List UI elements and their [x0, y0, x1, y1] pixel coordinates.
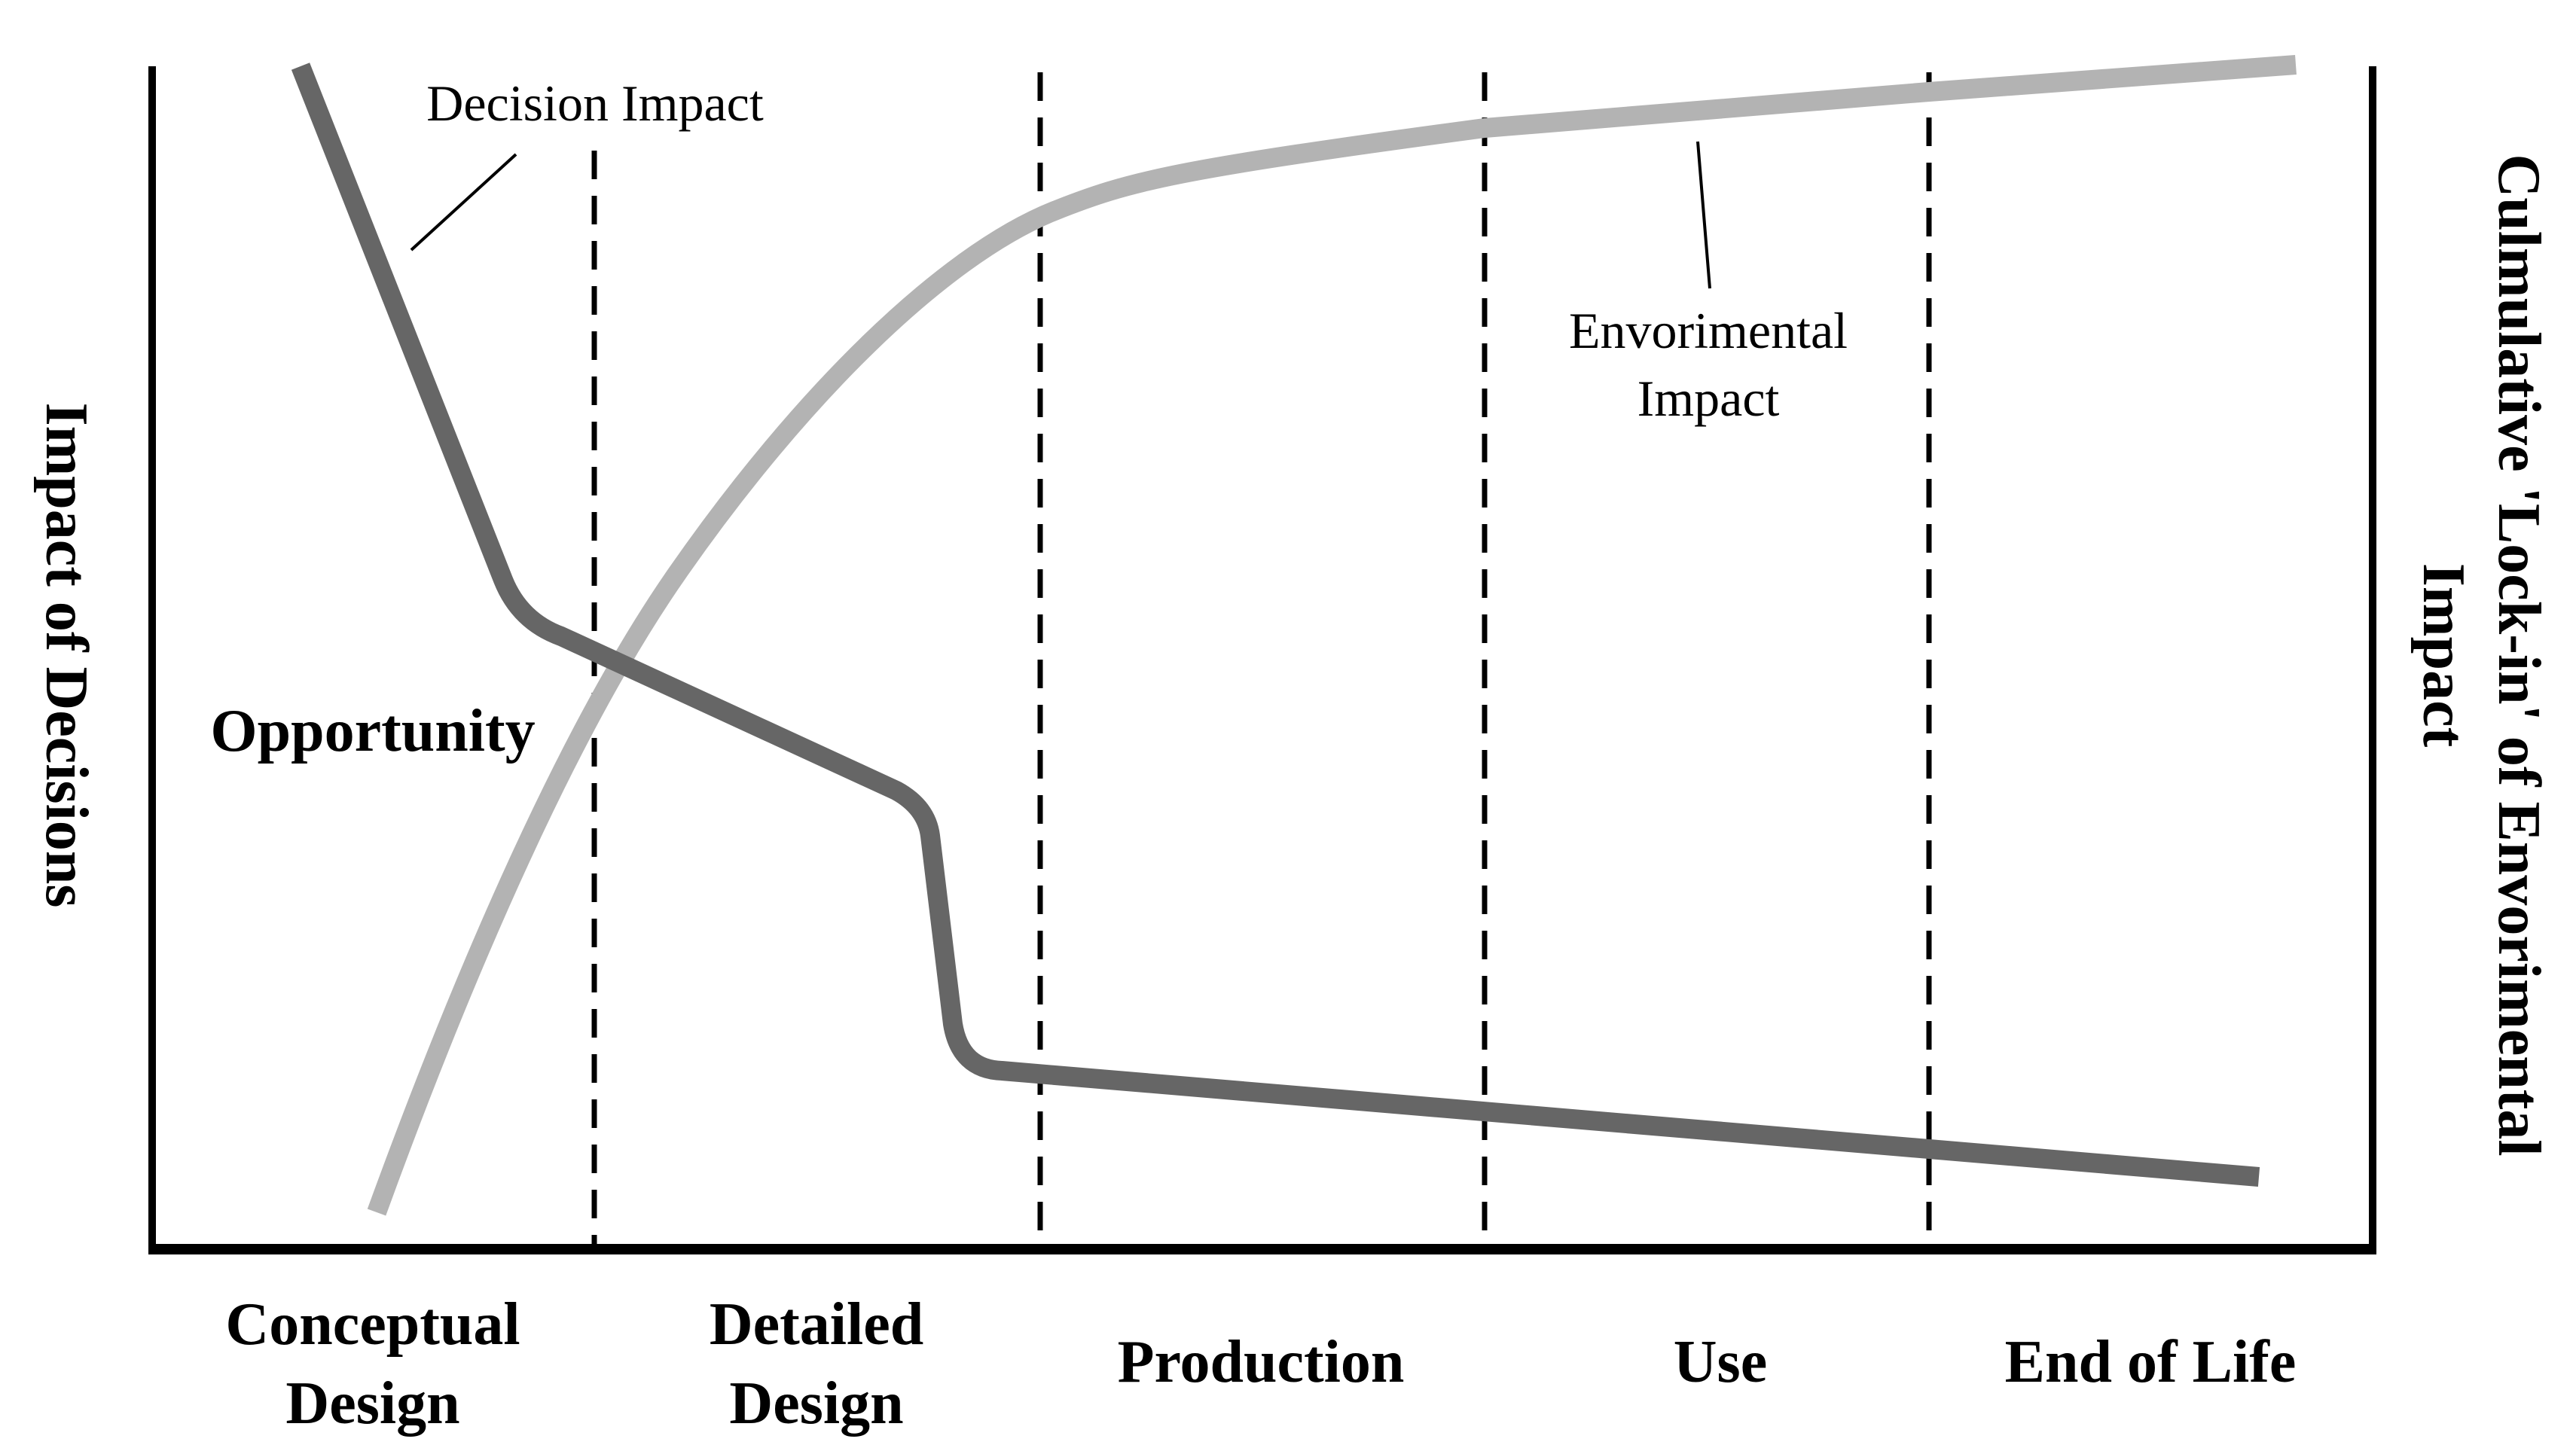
- decision-impact-curve: [291, 62, 2260, 1187]
- phase-labels: Conceptual Design Detailed Design Produc…: [225, 1291, 2296, 1437]
- phase-label-end-of-life: End of Life: [2005, 1329, 2297, 1395]
- phase-label-conceptual-line1: Conceptual: [225, 1291, 520, 1358]
- decision-impact-label: Decision Impact: [426, 75, 764, 132]
- left-axis-title: Impact of Decisions: [33, 402, 99, 907]
- environmental-impact-curve: [367, 55, 2297, 1216]
- phase-label-production: Production: [1118, 1329, 1405, 1395]
- phase-label-conceptual-line2: Design: [285, 1370, 459, 1437]
- opportunity-label: Opportunity: [210, 698, 535, 764]
- right-axis-title-line1: Culmulative 'Lock-in' of Envorimental: [2486, 154, 2552, 1156]
- phase-dividers: [591, 72, 1932, 1246]
- environmental-impact-label-line1: Envorimental: [1569, 302, 1848, 359]
- phase-label-detailed-line2: Design: [729, 1370, 903, 1437]
- phase-label-use: Use: [1674, 1329, 1767, 1395]
- axes: [148, 66, 2376, 1254]
- phase-label-detailed-line1: Detailed: [710, 1291, 923, 1358]
- decision-impact-leader-line: [410, 153, 517, 251]
- right-axis-title-line2: Impact: [2410, 563, 2477, 748]
- environmental-impact-leader-line: [1696, 141, 1711, 289]
- environmental-impact-label-line2: Impact: [1637, 370, 1780, 427]
